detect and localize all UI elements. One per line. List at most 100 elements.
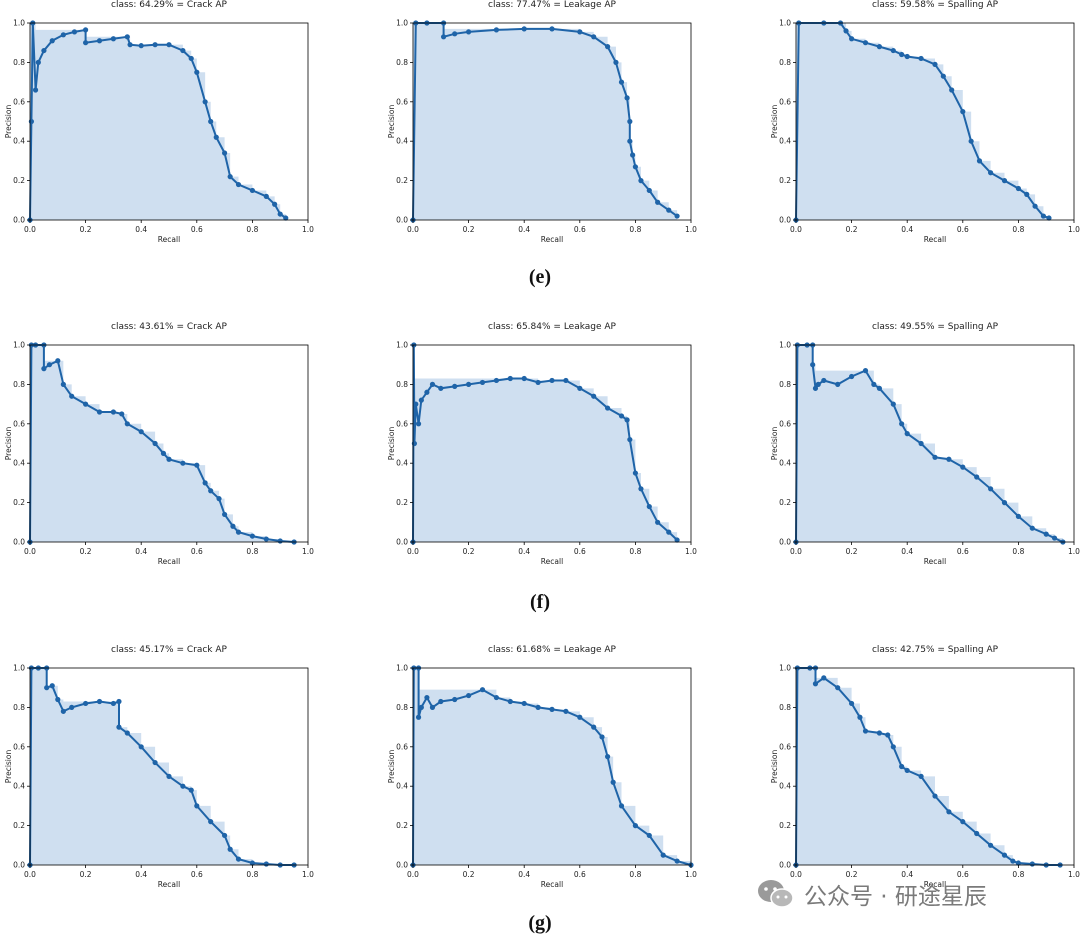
data-point bbox=[890, 744, 896, 750]
y-tick-label: 0.2 bbox=[396, 821, 408, 830]
data-point bbox=[904, 767, 910, 774]
x-tick-label: 0.4 bbox=[518, 547, 530, 556]
data-point bbox=[862, 40, 869, 46]
data-point bbox=[138, 43, 144, 49]
data-point bbox=[194, 462, 200, 468]
data-point bbox=[208, 488, 214, 494]
plot-frame bbox=[795, 667, 1075, 866]
data-point bbox=[918, 55, 924, 62]
data-point bbox=[413, 401, 419, 407]
data-point bbox=[521, 26, 527, 32]
x-tick-label: 0.0 bbox=[24, 870, 36, 879]
data-point bbox=[152, 440, 158, 447]
chart-title: class: 61.68% = Leakage AP bbox=[488, 645, 617, 655]
y-tick-label: 0.8 bbox=[13, 703, 25, 712]
data-point bbox=[119, 411, 125, 417]
data-point bbox=[638, 486, 644, 492]
watermark-text: 公众号 · 研途星辰 bbox=[804, 884, 987, 910]
pr-chart-8: 0.0 0.2 0.4 0.6 0.8 1.0 0.0 0.2 0.4 0.6 0.8 1.0 clas… bbox=[387, 645, 697, 889]
data-point bbox=[32, 87, 39, 93]
pr-chart-9: 0.0 0.2 0.4 0.6 0.8 1.0 0.0 0.2 0.4 0.6 0.8 1.0 clas… bbox=[770, 645, 1080, 889]
plot-frame bbox=[412, 344, 692, 543]
chart-title: class: 45.17% = Crack AP bbox=[111, 645, 227, 655]
x-tick-label: 0.6 bbox=[957, 870, 969, 879]
x-tick-label: 0.0 bbox=[24, 547, 36, 556]
data-point bbox=[49, 683, 55, 689]
y-tick-label: 0.6 bbox=[396, 742, 408, 751]
data-point bbox=[152, 42, 158, 48]
x-tick-label: 0.4 bbox=[135, 225, 147, 234]
y-tick-label: 0.8 bbox=[396, 380, 408, 389]
y-tick-label: 0.0 bbox=[13, 861, 25, 870]
data-point bbox=[862, 728, 869, 734]
x-axis-label: Recall bbox=[541, 557, 563, 566]
x-tick-label: 0.0 bbox=[24, 225, 36, 234]
data-point bbox=[849, 36, 855, 42]
data-point bbox=[632, 823, 639, 829]
data-point bbox=[932, 793, 938, 799]
data-point bbox=[127, 42, 133, 48]
y-tick-label: 0.2 bbox=[779, 821, 791, 830]
chart-title: class: 59.58% = Spalling AP bbox=[872, 0, 999, 10]
y-tick-label: 0.0 bbox=[396, 861, 408, 870]
data-point bbox=[44, 685, 50, 691]
data-point bbox=[479, 687, 486, 693]
data-point bbox=[960, 109, 966, 115]
y-tick-label: 1.0 bbox=[13, 19, 25, 28]
data-point bbox=[96, 698, 103, 705]
data-point bbox=[605, 405, 611, 411]
data-point bbox=[69, 704, 75, 711]
x-tick-label: 0.6 bbox=[574, 547, 586, 556]
x-tick-label: 0.6 bbox=[957, 225, 969, 234]
data-point bbox=[235, 181, 242, 188]
data-point bbox=[666, 529, 672, 535]
pr-chart-3: 0.0 0.2 0.4 0.6 0.8 1.0 0.0 0.2 0.4 0.6 0.8 1.0 clas… bbox=[770, 0, 1080, 244]
x-tick-label: 0.2 bbox=[463, 225, 475, 234]
y-axis-label: Precision bbox=[770, 427, 779, 461]
data-point bbox=[69, 393, 75, 399]
x-tick-label: 1.0 bbox=[685, 225, 697, 234]
x-tick-label: 0.8 bbox=[629, 225, 641, 234]
data-point bbox=[1029, 861, 1035, 867]
data-point bbox=[862, 368, 869, 374]
pr-chart-6: 0.0 0.2 0.4 0.6 0.8 1.0 0.0 0.2 0.4 0.6 0.8 1.0 clas… bbox=[770, 322, 1080, 566]
data-point bbox=[96, 409, 103, 415]
y-tick-label: 0.0 bbox=[13, 538, 25, 547]
data-point bbox=[618, 803, 625, 809]
data-point bbox=[180, 47, 186, 54]
data-point bbox=[646, 832, 652, 839]
data-point bbox=[610, 779, 616, 785]
y-tick-label: 1.0 bbox=[779, 664, 791, 673]
data-point bbox=[411, 440, 417, 447]
data-point bbox=[124, 34, 130, 40]
panel-label-g: (g) bbox=[528, 912, 552, 934]
y-tick-label: 0.2 bbox=[779, 176, 791, 185]
y-tick-label: 0.0 bbox=[779, 216, 791, 225]
chart-title: class: 49.55% = Spalling AP bbox=[872, 322, 999, 332]
data-point bbox=[577, 714, 583, 720]
data-point bbox=[493, 694, 499, 701]
x-tick-label: 0.4 bbox=[518, 225, 530, 234]
x-tick-label: 0.2 bbox=[463, 870, 475, 879]
y-tick-label: 0.8 bbox=[396, 703, 408, 712]
x-tick-label: 0.6 bbox=[957, 547, 969, 556]
data-point bbox=[646, 503, 652, 510]
y-tick-label: 0.8 bbox=[779, 58, 791, 67]
y-tick-label: 0.6 bbox=[13, 742, 25, 751]
y-tick-label: 0.8 bbox=[396, 58, 408, 67]
data-point bbox=[890, 47, 896, 54]
data-point bbox=[674, 858, 680, 864]
data-point bbox=[1015, 513, 1022, 519]
data-point bbox=[618, 79, 625, 85]
data-point bbox=[160, 450, 167, 456]
x-tick-label: 0.6 bbox=[574, 225, 586, 234]
data-point bbox=[83, 700, 89, 707]
data-point bbox=[674, 213, 680, 219]
data-point bbox=[591, 393, 597, 399]
data-point bbox=[124, 730, 130, 736]
x-tick-label: 0.8 bbox=[629, 870, 641, 879]
x-tick-label: 1.0 bbox=[1068, 547, 1080, 556]
data-point bbox=[83, 401, 89, 407]
data-point bbox=[83, 27, 89, 33]
data-point bbox=[899, 421, 905, 427]
